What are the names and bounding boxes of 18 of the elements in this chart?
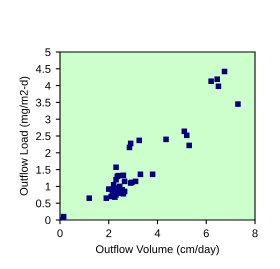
x-axis-title: Outflow Volume (cm/day): [96, 244, 219, 256]
y-tick-label: 0.5: [36, 199, 51, 208]
y-tick-label: 1.5: [36, 166, 51, 174]
y-tick-label: 3.5: [36, 98, 51, 107]
y-tick-label: 4: [45, 82, 51, 90]
x-tick-label: 8: [252, 229, 258, 238]
x-tick-label: 2: [106, 229, 112, 238]
y-axis-title: Outflow Load (mg/m2-d): [20, 76, 30, 196]
y-tick-label: 2: [45, 149, 50, 157]
y-tick-label: 4.5: [36, 65, 51, 73]
y-tick-label: 2.5: [36, 132, 51, 140]
y-tick-label: 1: [46, 182, 50, 190]
y-tick-label: 3: [45, 115, 50, 124]
x-tick-label: 0: [57, 229, 63, 238]
x-tick-label: 6: [204, 229, 209, 238]
y-tick-label: 0: [45, 216, 51, 224]
x-tick-label: 4: [154, 229, 160, 238]
y-tick-label: 5: [45, 48, 51, 56]
